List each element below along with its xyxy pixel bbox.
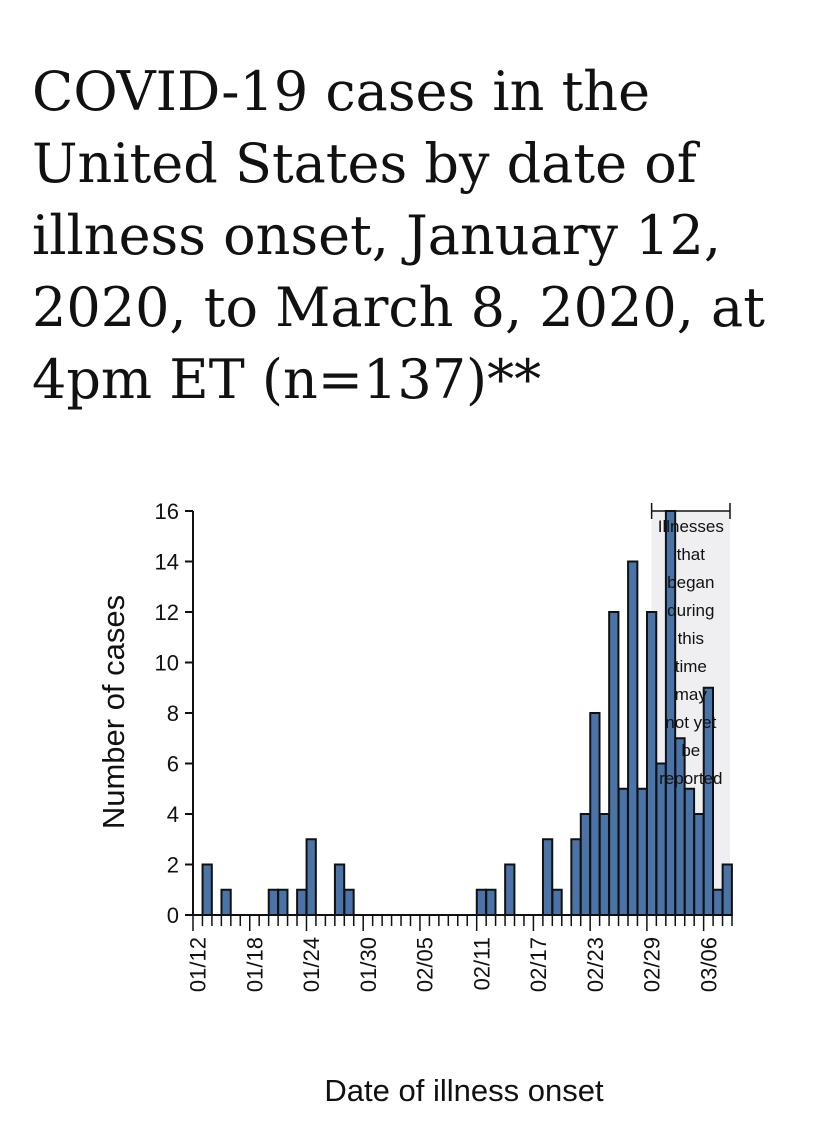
bar-01-13 <box>201 863 213 916</box>
y-tick-label: 10 <box>155 651 179 676</box>
axes-group: 0 2 4 6 8 10 12 14 16 01/12 01/18 01/24 01/30 02/05 02… <box>155 499 733 992</box>
bar-02-28 <box>636 787 648 916</box>
annotation-text-line: not yet <box>665 713 716 732</box>
annotation-text-line: may <box>675 685 708 704</box>
bar-03-05 <box>693 813 705 916</box>
bar-01-15 <box>220 888 232 916</box>
bar-01-27 <box>333 863 346 916</box>
annotation-text-line: during <box>667 601 714 620</box>
y-tick-label: 12 <box>155 600 179 625</box>
y-tick-label: 14 <box>155 550 179 575</box>
x-tick-label: 02/23 <box>583 937 608 992</box>
bar-02-11 <box>475 888 488 916</box>
chart-title: COVID-19 cases in the United States by d… <box>32 60 765 411</box>
bar-03-07 <box>712 888 724 916</box>
bar-01-28 <box>343 888 355 916</box>
y-tick-label: 16 <box>155 499 179 524</box>
annotation-text-line: that <box>677 545 706 564</box>
bar-02-12 <box>485 888 497 916</box>
bar-03-08 <box>721 863 733 916</box>
bar-02-14 <box>504 863 516 916</box>
bar-02-27 <box>627 560 639 916</box>
bar-02-21 <box>570 838 582 916</box>
bar-03-04 <box>683 787 696 916</box>
y-axis-label: Number of cases <box>96 595 131 829</box>
x-tick-label: 01/24 <box>299 937 324 992</box>
bar-02-19 <box>551 888 563 916</box>
annotation-text-line: be <box>681 741 700 760</box>
x-tick-label: 02/11 <box>469 937 494 990</box>
bar-02-26 <box>617 787 629 916</box>
y-tick-label: 8 <box>167 701 179 726</box>
bar-02-18 <box>541 838 554 916</box>
bar-02-29 <box>645 611 658 916</box>
bar-01-23 <box>296 888 308 916</box>
bar-01-21 <box>277 888 289 916</box>
bars-group <box>201 510 733 916</box>
bar-02-22 <box>579 813 592 916</box>
x-tick-label: 02/29 <box>640 937 665 992</box>
annotation-text-line: Illnesses <box>658 517 724 536</box>
y-tick-label: 6 <box>167 752 179 777</box>
x-tick-label: 02/05 <box>413 937 438 992</box>
x-axis-label: Date of illness onset <box>324 1073 604 1108</box>
annotation-text-line: began <box>667 573 714 592</box>
bar-02-24 <box>598 813 610 916</box>
bar-02-25 <box>608 611 620 916</box>
annotation-text-line: reported <box>659 769 722 788</box>
y-tick-label: 2 <box>167 853 179 878</box>
x-tick-label: 02/17 <box>526 937 551 992</box>
x-tick-label: 03/06 <box>696 937 721 992</box>
x-tick-label: 01/12 <box>186 937 211 992</box>
y-tick-label: 0 <box>167 903 179 928</box>
bar-01-20 <box>267 888 280 916</box>
x-tick-label: 01/18 <box>242 937 267 992</box>
annotation-text-line: this <box>678 629 704 648</box>
bar-02-23 <box>589 712 601 916</box>
annotation-text-line: time <box>675 657 707 676</box>
bar-01-24 <box>305 838 317 916</box>
bar-03-03 <box>674 737 686 916</box>
y-tick-label: 4 <box>167 802 179 827</box>
x-tick-label: 01/30 <box>356 937 381 992</box>
